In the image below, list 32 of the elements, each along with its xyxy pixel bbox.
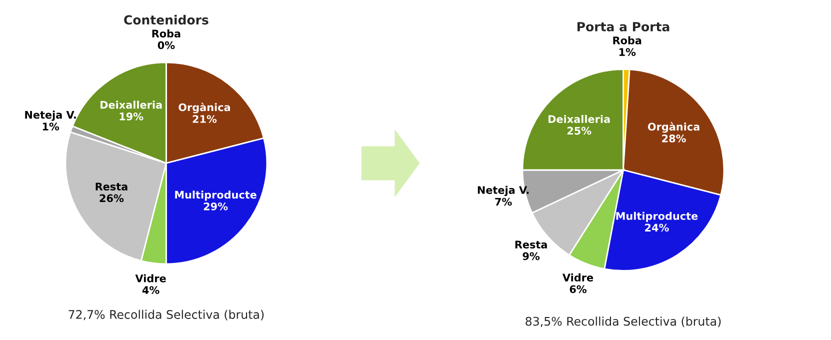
text: 83,5% Recollida Selectiva (bruta)	[526, 316, 721, 328]
slice-label: Multiproducte	[175, 190, 256, 201]
slice-label: Deixalleria	[548, 114, 610, 124]
slice-label: Vidre	[135, 274, 166, 282]
data-label: 6%	[570, 285, 587, 294]
data-label: 7%	[495, 198, 512, 206]
slice-label: Vidre	[562, 273, 594, 282]
data-label: 9%	[522, 252, 540, 260]
data-label: 4%	[142, 286, 160, 294]
chart-title: Contenidors	[124, 14, 208, 25]
data-label: 24%	[645, 224, 669, 232]
category-label: Roba	[152, 29, 180, 38]
slice-label: Neteja V.	[478, 186, 529, 196]
slice-label: Multiproducte	[616, 212, 698, 222]
data-label: 21%	[192, 115, 217, 123]
text: 72,7% Recollida Selectiva (bruta)	[68, 310, 264, 320]
data-label: 1%	[619, 48, 636, 56]
data-label: 29%	[204, 202, 228, 210]
data-label: 1%	[42, 122, 60, 130]
slice-label: Deixalleria	[100, 100, 162, 109]
chart-title: Porta a Porta	[578, 22, 670, 32]
slice-label: Orgànica	[178, 102, 230, 114]
data-label: 28%	[662, 134, 686, 142]
data-label: 25%	[567, 126, 592, 135]
slice-label: Roba	[613, 36, 642, 44]
data-label: 26%	[100, 194, 124, 202]
data-label: 19%	[120, 112, 144, 120]
slice-label: Resta	[96, 182, 128, 190]
slice-label: Orgànica	[648, 122, 700, 133]
slice-label: Resta	[515, 240, 547, 248]
text: 0%	[158, 41, 175, 50]
slice-label: Neteja V.	[25, 110, 76, 121]
